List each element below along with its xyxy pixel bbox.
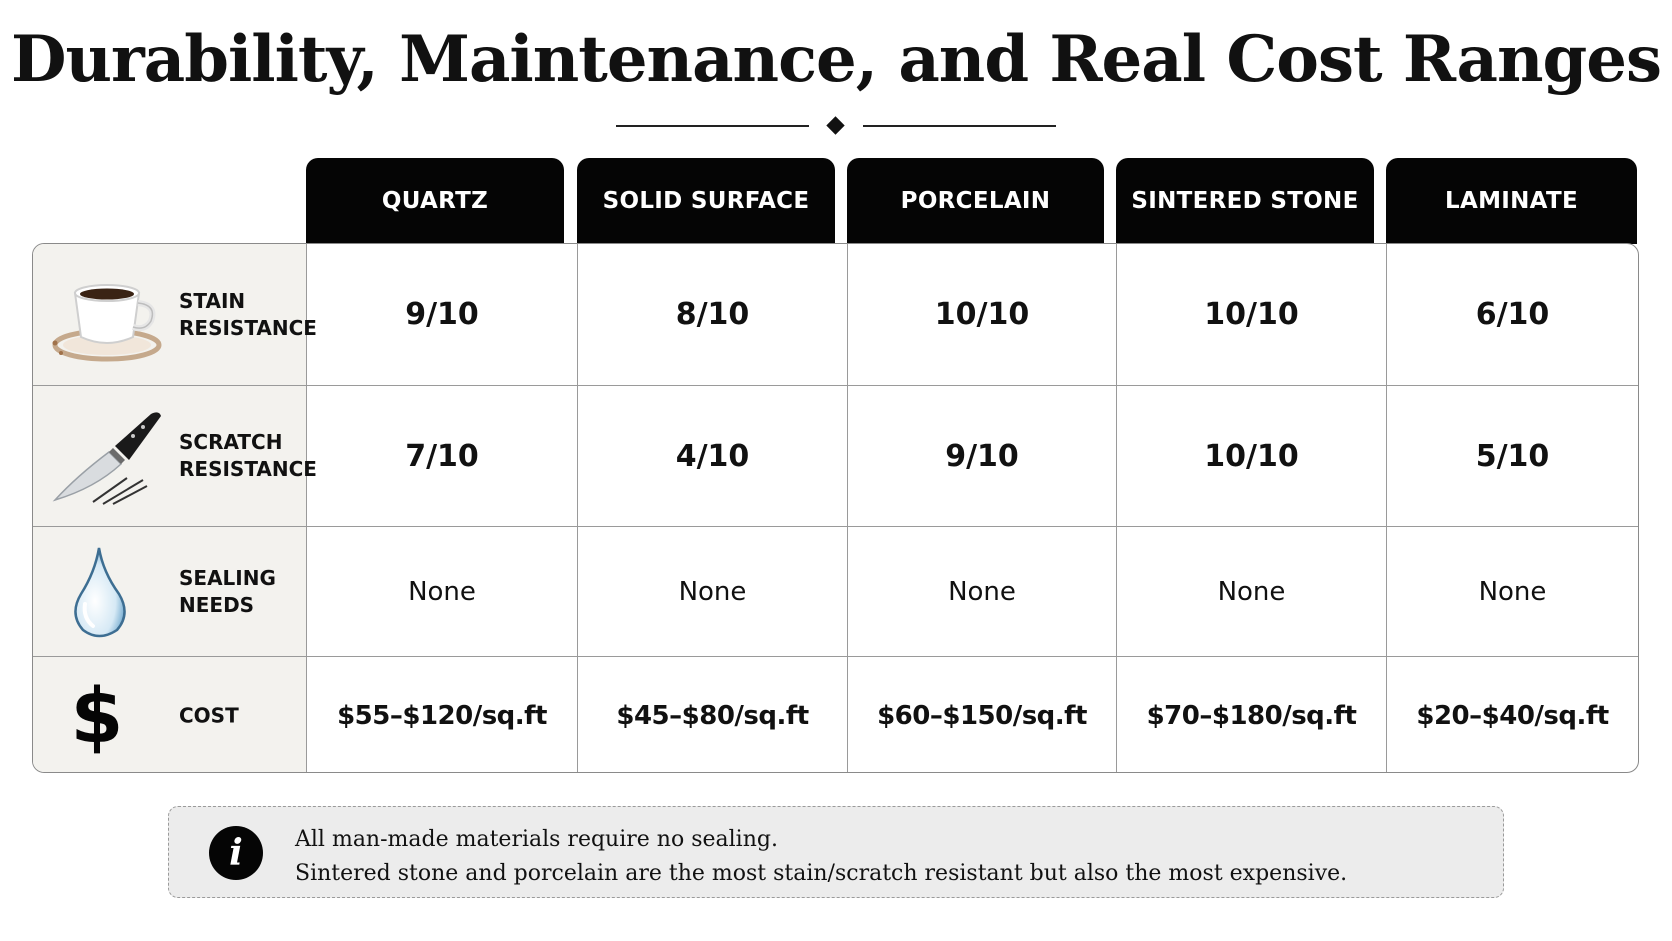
knife-icon [47,406,167,506]
info-note: i All man-made materials require no seal… [168,806,1504,898]
row-label-cell: SCRATCH RESISTANCE [33,386,317,526]
note-line-2: Sintered stone and porcelain are the mos… [295,861,1348,886]
row-label: SEALING NEEDS [179,565,309,619]
cell-laminate: $20–$40/sq.ft [1416,700,1609,731]
divider-line-right [863,125,1056,127]
info-icon: i [209,826,263,880]
row-label: SCRATCH RESISTANCE [179,429,317,483]
table-row-stain-resistance: STAIN RESISTANCE 9/10 8/10 10/10 10/10 6… [33,244,1638,386]
note-text: All man-made materials require no sealin… [295,823,1347,891]
cell-quartz: None [307,527,578,656]
cell-laminate: None [1478,576,1547,607]
column-header-porcelain: PORCELAIN [847,158,1104,244]
cell-quartz: 9/10 [307,244,578,385]
table-row-scratch-resistance: SCRATCH RESISTANCE 7/10 4/10 9/10 10/10 … [33,386,1638,527]
row-label-line1: SEALING [179,565,276,590]
cell-porcelain: 10/10 [848,244,1117,385]
cell-quartz: $55–$120/sq.ft [307,657,578,772]
cell-solid-surface: 4/10 [578,386,848,526]
cell-laminate: 6/10 [1475,297,1550,332]
divider-diamond [826,116,845,135]
row-label: STAIN RESISTANCE [179,288,317,342]
cell-sintered-stone: $70–$180/sq.ft [1117,657,1387,772]
cell-porcelain: 9/10 [848,386,1117,526]
column-header-quartz: QUARTZ [306,158,564,244]
dollar-glyph: $ [70,670,124,760]
cell-porcelain: $60–$150/sq.ft [848,657,1117,772]
water-drop-icon [47,542,167,642]
cell-solid-surface: $45–$80/sq.ft [578,657,848,772]
cell-solid-surface: None [578,527,848,656]
row-label-line2: RESISTANCE [179,315,317,340]
divider-line-left [616,125,809,127]
title-divider [616,116,1056,136]
row-label-line1: STAIN [179,288,246,313]
note-line-1: All man-made materials require no sealin… [295,827,778,852]
cell-quartz: 7/10 [307,386,578,526]
row-label-cell: SEALING NEEDS [33,527,307,656]
row-label-line2: NEEDS [179,592,255,617]
cell-sintered-stone: None [1117,527,1387,656]
row-label-cell: STAIN RESISTANCE [33,244,317,385]
column-header-laminate: LAMINATE [1386,158,1637,244]
column-header-solid-surface: SOLID SURFACE [577,158,835,244]
row-label: COST [179,702,309,729]
cell-sintered-stone: 10/10 [1117,244,1387,385]
coffee-cup-icon [47,265,167,365]
table-row-sealing-needs: SEALING NEEDS None None None None None [33,527,1638,657]
row-label-cell: $ COST [33,657,309,772]
cell-sintered-stone: 10/10 [1117,386,1387,526]
cell-solid-surface: 8/10 [578,244,848,385]
cell-porcelain: None [848,527,1117,656]
cell-laminate: 5/10 [1475,438,1550,474]
comparison-table: STAIN RESISTANCE 9/10 8/10 10/10 10/10 6… [32,243,1639,773]
table-row-cost: $ COST $55–$120/sq.ft $45–$80/sq.ft $60–… [33,657,1638,772]
row-label-line2: RESISTANCE [179,457,317,481]
row-label-line1: SCRATCH [179,430,283,454]
column-header-sintered-stone: SINTERED STONE [1116,158,1374,244]
row-label-line1: COST [179,703,239,727]
dollar-icon: $ [47,666,167,766]
page-title: Durability, Maintenance, and Real Cost R… [11,22,1662,97]
